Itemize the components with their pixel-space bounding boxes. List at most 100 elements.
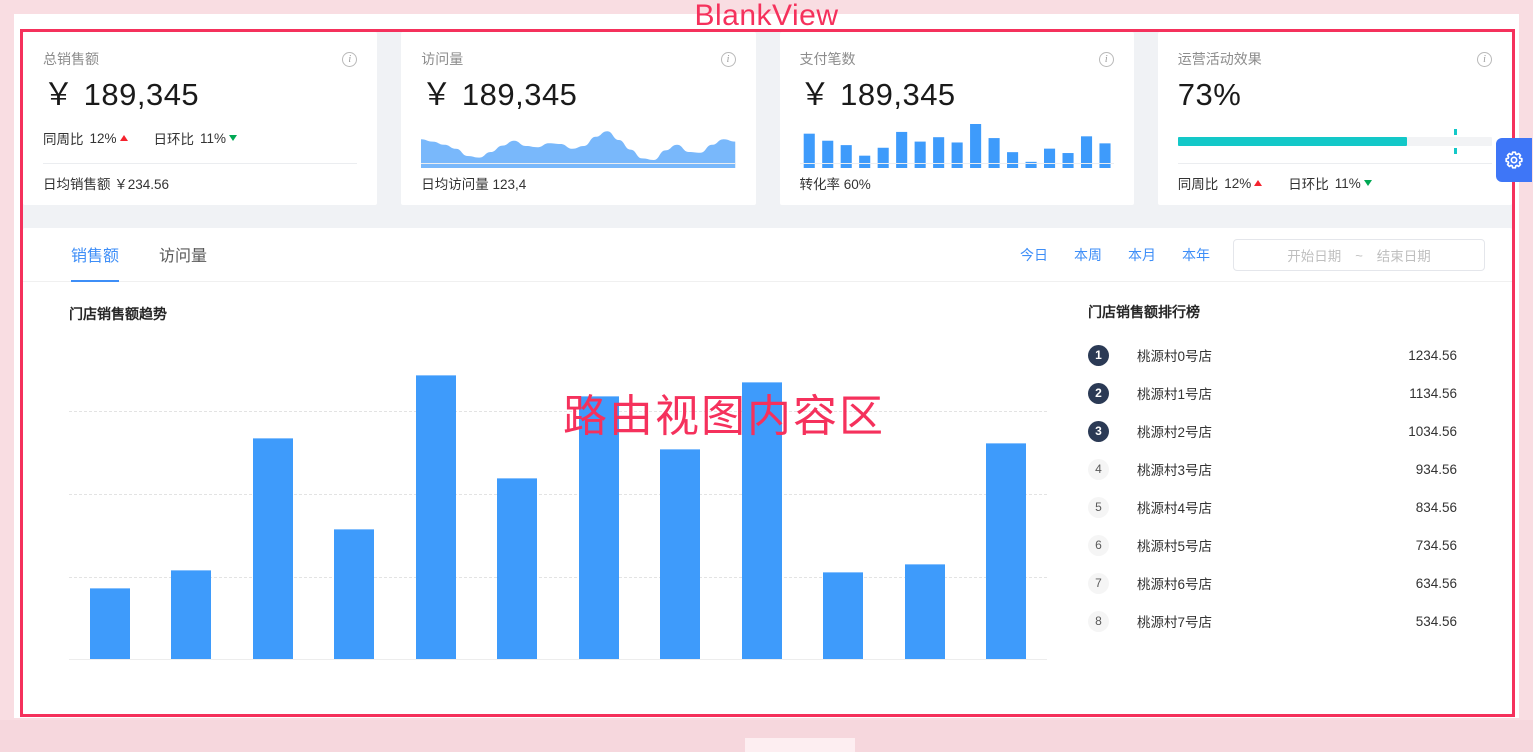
tab-bar: 销售额 访问量 (47, 228, 1488, 282)
tab-visits[interactable]: 访问量 (159, 248, 208, 265)
store-name: 桃源村5号店 (1137, 539, 1213, 554)
bar[interactable] (986, 443, 1027, 659)
card-footer: 转化率 60% (799, 177, 871, 192)
trend-week-over-week: 同周比 12% (43, 128, 128, 148)
trend-value: 11% (1334, 175, 1361, 191)
card-footer: 同周比 12% 日环比 11% (1178, 173, 1372, 193)
ranking-row[interactable]: 4 桃源村3号店 934.56 (1063, 450, 1493, 488)
ranking-row[interactable]: 5 桃源村4号店 834.56 (1063, 488, 1493, 526)
ranking-heading: 门店销售额排行榜 (1088, 304, 1200, 320)
kpi-card-row: 总销售额 i ￥ 189,345 同周比 12% 日环比 11% (23, 32, 1512, 205)
bar[interactable] (171, 570, 212, 659)
info-circle-icon[interactable]: i (1098, 51, 1114, 67)
date-filter-group: 今日 本周 本月 本年 开始日期 ~ 结束日期 (1007, 239, 1485, 271)
bar[interactable] (741, 382, 782, 659)
trend-row: 同周比 12% 日环比 11% (1178, 173, 1372, 193)
trend-day-over-day: 日环比 11% (1288, 173, 1372, 193)
store-sales-value: 934.56 (1415, 461, 1457, 477)
bar[interactable] (89, 588, 130, 659)
card-footer: 日均访问量 123,4 (421, 177, 527, 192)
bar[interactable] (252, 437, 293, 659)
card-footer: 日均销售额 ￥234.56 (43, 177, 170, 192)
divider (43, 163, 358, 164)
bar[interactable] (578, 396, 619, 659)
ranking-row[interactable]: 7 桃源村6号店 634.56 (1063, 564, 1493, 602)
bar[interactable] (823, 571, 864, 659)
trend-value: 11% (200, 130, 227, 146)
card-header: 支付笔数 i (800, 48, 1114, 70)
store-sales-value: 634.56 (1415, 575, 1457, 591)
progress-fill (1177, 137, 1408, 146)
info-circle-icon[interactable]: i (342, 51, 358, 67)
trend-value: 12% (1224, 175, 1252, 191)
gridline (69, 494, 1047, 495)
info-circle-icon[interactable]: i (720, 51, 736, 67)
end-date-input[interactable]: 结束日期 (1376, 249, 1431, 264)
start-date-input[interactable]: 开始日期 (1287, 249, 1342, 264)
analytics-panel: 销售额 访问量 今日 本周 本月 本年 开始日期 ~ 结束日期 门店销售额趋势 (23, 228, 1512, 714)
quick-range-month[interactable]: 本月 (1128, 247, 1156, 263)
store-sales-value: 834.56 (1415, 499, 1457, 515)
ranking-row[interactable]: 2 桃源村1号店 1134.56 (1063, 374, 1493, 412)
arrow-up-icon (1254, 180, 1263, 186)
divider (799, 163, 1114, 164)
arrow-down-icon (1363, 180, 1372, 186)
card-visual (800, 120, 1114, 170)
tab-sales[interactable]: 销售额 (71, 228, 120, 282)
trend-label: 同周比 (43, 132, 84, 147)
quick-range-week[interactable]: 本周 (1074, 247, 1102, 263)
rank-badge: 5 (1088, 496, 1109, 518)
panel-toolbar: 销售额 访问量 今日 本周 本月 本年 开始日期 ~ 结束日期 (23, 228, 1512, 282)
divider (1177, 163, 1492, 164)
quick-range-today[interactable]: 今日 (1020, 247, 1048, 263)
info-circle-icon[interactable]: i (1477, 51, 1492, 67)
store-name: 桃源村6号店 (1137, 577, 1213, 592)
date-range-separator: ~ (1355, 247, 1363, 263)
bar-chart[interactable] (69, 328, 1047, 660)
trend-value: 12% (89, 130, 117, 146)
gridline (69, 577, 1047, 578)
arrow-down-icon (229, 135, 238, 141)
card-value: ￥ 189,345 (421, 77, 578, 112)
progress-target-tick-bottom (1454, 148, 1458, 154)
card-value: ￥ 189,345 (43, 77, 200, 112)
ranking-row[interactable]: 3 桃源村2号店 1034.56 (1063, 412, 1493, 450)
store-sales-value: 534.56 (1415, 613, 1457, 629)
kpi-card-payments[interactable]: 支付笔数 i ￥ 189,345 转化率 60% (779, 32, 1134, 205)
kpi-card-total-sales[interactable]: 总销售额 i ￥ 189,345 同周比 12% 日环比 11% (23, 32, 378, 205)
kpi-card-campaign-effect[interactable]: 运营活动效果 i 73% 同周比 (1157, 32, 1512, 205)
gear-icon (1505, 151, 1523, 169)
ranking-row[interactable]: 8 桃源村7号店 534.56 (1063, 602, 1493, 640)
card-title: 运营活动效果 (1177, 51, 1262, 67)
route-view-content: 总销售额 i ￥ 189,345 同周比 12% 日环比 11% (23, 32, 1512, 714)
chart-heading: 门店销售额趋势 (69, 306, 167, 322)
bar[interactable] (334, 528, 375, 659)
card-value: ￥ 189,345 (799, 77, 956, 112)
bar[interactable] (415, 375, 456, 659)
card-title: 访问量 (421, 51, 464, 67)
card-visual: 同周比 12% 日环比 11% (43, 128, 357, 178)
settings-drawer-handle[interactable] (1496, 138, 1532, 182)
progress-target-tick-top (1454, 129, 1458, 135)
rank-badge: 4 (1088, 458, 1109, 480)
ranking-row[interactable]: 1 桃源村0号店 1234.56 (1063, 336, 1493, 374)
ranking-row[interactable]: 6 桃源村5号店 734.56 (1063, 526, 1493, 564)
card-value: 73% (1177, 77, 1242, 112)
rank-badge: 7 (1088, 572, 1109, 594)
date-range-picker[interactable]: 开始日期 ~ 结束日期 (1233, 239, 1485, 271)
store-sales-value: 1134.56 (1409, 385, 1457, 401)
quick-range-year[interactable]: 本年 (1182, 247, 1210, 263)
card-title: 总销售额 (43, 51, 99, 67)
bar[interactable] (660, 448, 701, 659)
bar[interactable] (497, 477, 538, 659)
store-name: 桃源村1号店 (1137, 387, 1213, 402)
bar[interactable] (904, 563, 945, 659)
rank-badge: 8 (1088, 610, 1109, 632)
x-axis-line (69, 659, 1047, 660)
store-name: 桃源村0号店 (1137, 349, 1213, 364)
card-visual (1177, 129, 1492, 187)
area-sparkline-chart (421, 131, 736, 168)
kpi-card-visits[interactable]: 访问量 i ￥ 189,345 日均访问量 123,4 (401, 32, 756, 205)
rank-badge: 2 (1088, 382, 1109, 404)
mini-bar-chart (803, 124, 1111, 168)
